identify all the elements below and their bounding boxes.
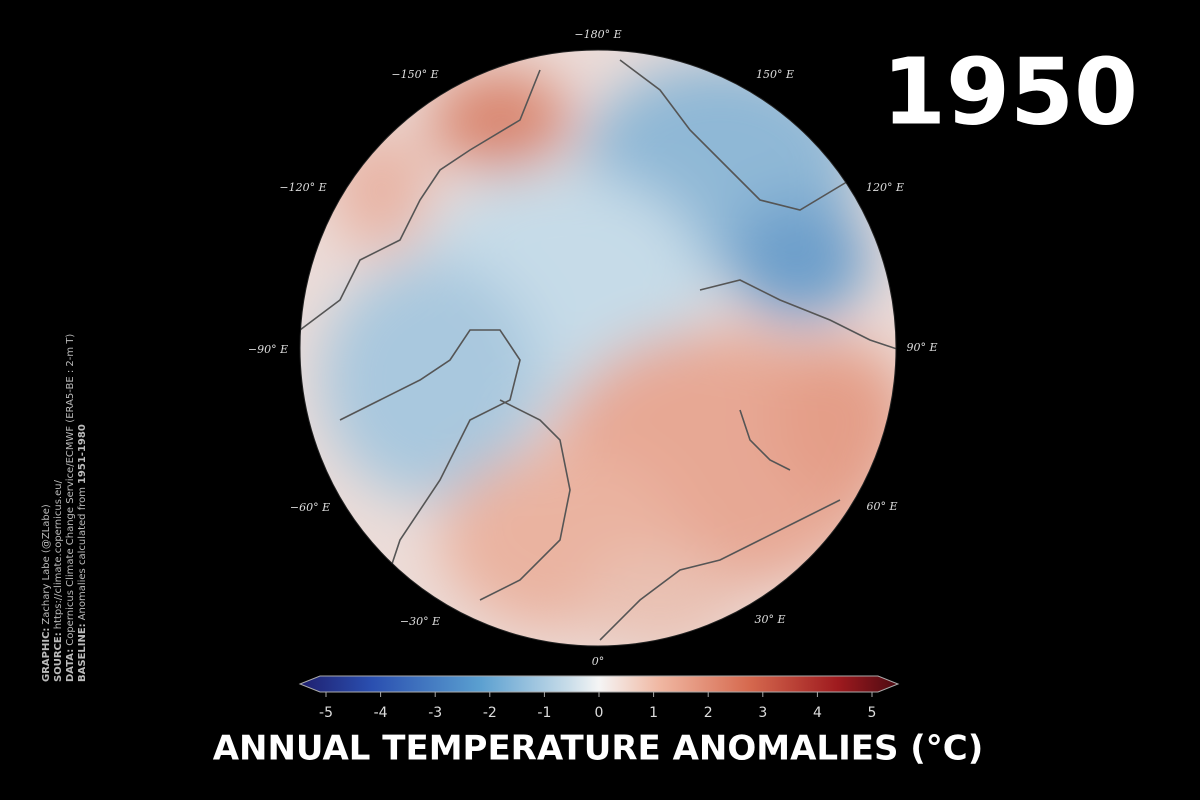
- map-border: [299, 49, 897, 647]
- title: ANNUAL TEMPERATURE ANOMALIES (°C): [213, 729, 984, 769]
- longitude-label: −90° E: [248, 343, 288, 356]
- longitude-label: 60° E: [866, 500, 897, 513]
- credit-label: BASELINE:: [77, 623, 88, 682]
- credit-text: Anomalies calculated from: [77, 487, 88, 620]
- colorbar-tick-label: 3: [758, 705, 767, 721]
- credit-line: SOURCE: https://climate.copernicus.eu/: [53, 479, 64, 682]
- longitude-label: −150° E: [391, 68, 438, 81]
- longitude-label: −60° E: [290, 501, 330, 514]
- colorbar-tick-label: 5: [868, 705, 877, 721]
- longitude-label: 150° E: [756, 68, 794, 81]
- longitude-label: −30° E: [400, 615, 440, 628]
- colorbar-tick-label: -5: [319, 705, 333, 721]
- longitude-label: 30° E: [754, 613, 785, 626]
- credit-line: GRAPHIC: Zachary Labe (@ZLabe): [41, 504, 52, 682]
- credit-text: Copernicus Climate Change Service/ECMWF …: [65, 334, 76, 646]
- credit-line: DATA: Copernicus Climate Change Service/E…: [65, 334, 76, 682]
- colorbar-ticks: -5 -4 -3 -2 -1 0 1 2 3 4 5: [319, 692, 876, 721]
- longitude-label: 120° E: [866, 181, 904, 194]
- colorbar-tick-label: 2: [704, 705, 713, 721]
- colorbar-tick-label: 0: [595, 705, 604, 721]
- longitude-label: 0°: [592, 655, 605, 668]
- credits: GRAPHIC: Zachary Labe (@ZLabe)SOURCE: http…: [41, 334, 88, 682]
- colorbar: [298, 675, 900, 693]
- credit-label: GRAPHIC:: [41, 628, 52, 682]
- colorbar-tick-label: -1: [537, 705, 551, 721]
- credit-line: BASELINE: Anomalies calculated from 1951-1…: [77, 424, 88, 682]
- longitude-label: 90° E: [906, 341, 937, 354]
- credit-text: Zachary Labe (@ZLabe): [41, 504, 52, 624]
- longitude-label: −120° E: [279, 181, 326, 194]
- colorbar-tick-label: -3: [428, 705, 442, 721]
- colorbar-tick-label: -2: [483, 705, 497, 721]
- credit-emphasis: 1951-1980: [77, 424, 88, 484]
- colorbar-tick-label: 4: [813, 705, 822, 721]
- longitude-label: −180° E: [574, 28, 621, 41]
- year: 1950: [882, 38, 1138, 145]
- colorbar-tick-label: 1: [649, 705, 658, 721]
- colorbar-tick-label: -4: [374, 705, 388, 721]
- map: [300, 50, 896, 646]
- credit-label: SOURCE:: [53, 632, 64, 682]
- credit-text: https://climate.copernicus.eu/: [53, 479, 64, 629]
- credit-label: DATA:: [65, 649, 76, 682]
- longitude-labels: −180° E 150° E 120° E 90° E 60° E 30° E 0° −30°…: [248, 28, 938, 668]
